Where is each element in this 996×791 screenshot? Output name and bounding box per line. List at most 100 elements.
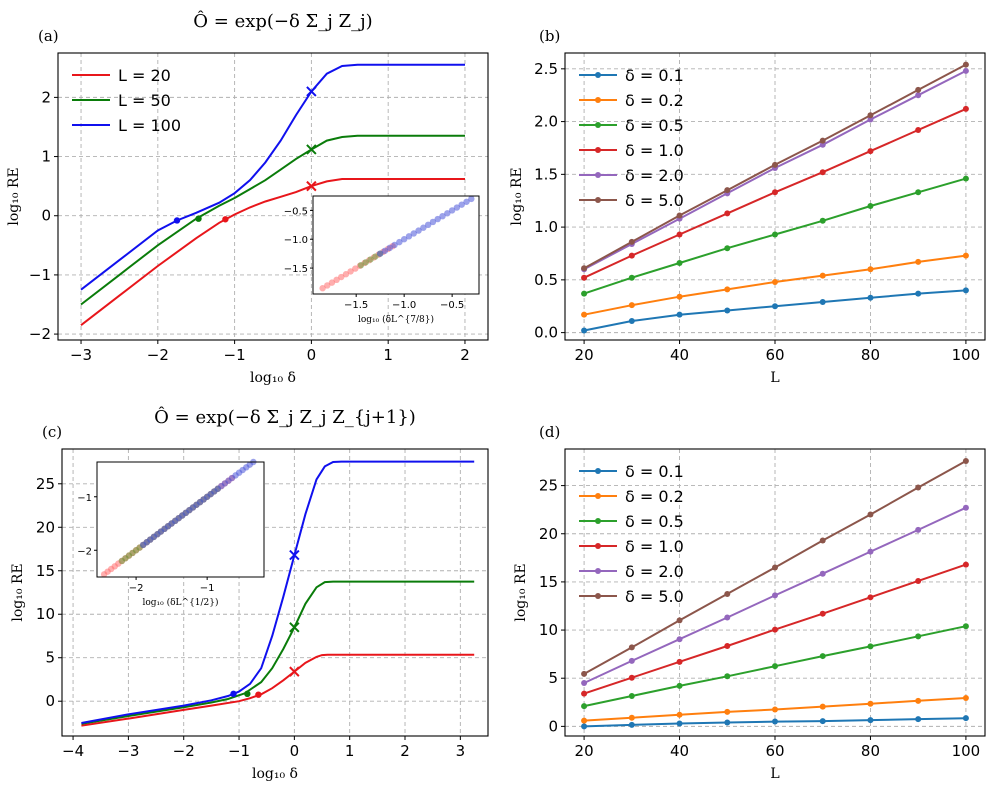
data-point (962, 67, 969, 74)
data-point (962, 694, 969, 701)
data-point (628, 644, 635, 651)
x-tick-label: 40 (670, 742, 689, 760)
x-tick-label: −2 (173, 742, 195, 760)
data-point (819, 169, 826, 176)
data-point (772, 663, 778, 670)
x-tick-label: −4 (62, 742, 84, 760)
data-point (819, 718, 826, 725)
y-tick-label: 25 (36, 475, 55, 493)
series-group (81, 460, 475, 727)
data-point (676, 711, 683, 718)
series-line (81, 460, 475, 724)
data-point (724, 614, 731, 621)
inset-x-tick-label: −2 (129, 583, 144, 594)
crossover-dot (255, 691, 262, 698)
inset-point (444, 210, 451, 217)
inset-point (381, 247, 389, 254)
inset-series-2 (139, 458, 257, 549)
inset-point (458, 201, 465, 208)
legend-marker (595, 147, 601, 153)
data-point (724, 210, 731, 217)
panel-title: Ô = exp(−δ Σ_j Z_j Z_{j+1}) (154, 405, 416, 428)
plot-frame (564, 52, 986, 341)
data-point (581, 723, 588, 730)
data-point (962, 287, 969, 294)
legend-marker (595, 72, 601, 78)
data-point (915, 92, 922, 99)
series-0 (581, 287, 969, 334)
x-tick-label: −1 (224, 346, 246, 364)
data-point (819, 272, 826, 279)
legend: δ = 0.1 δ = 0.2 δ = 0.5 δ = 1.0 δ = 2.0 δ = 5… (579, 66, 684, 210)
data-point (819, 537, 826, 544)
panel-c: −4 −3 −2 −1 0 1 2 3 0 5 10 15 20 25 −2 −1 −2 −1 log₁₀ (δL^… (10, 405, 489, 782)
x-tick-label: 80 (861, 742, 880, 760)
panel-label: (c) (42, 423, 62, 441)
data-point (628, 238, 635, 245)
inset-frame (312, 195, 480, 295)
x-tick-label: 60 (765, 742, 784, 760)
data-point (962, 61, 969, 68)
data-point (772, 161, 778, 168)
inset-y-tick-label: −1.0 (284, 235, 308, 246)
data-point (724, 187, 731, 194)
crossover-dot (173, 217, 181, 224)
legend-label: δ = 1.0 (625, 141, 684, 160)
x-tick-label: 3 (456, 742, 466, 760)
data-point (676, 293, 683, 300)
series-1 (80, 134, 465, 306)
inset-point (448, 207, 456, 214)
x-axis-label: L (770, 766, 779, 782)
data-point (867, 294, 874, 301)
data-point (962, 623, 969, 630)
y-tick-label: 0 (45, 692, 55, 710)
data-point (676, 311, 683, 318)
data-point (724, 590, 731, 597)
data-point (915, 716, 922, 723)
inset-point (420, 224, 427, 231)
plot-frame (61, 448, 489, 737)
x-tick-label: 60 (765, 346, 784, 364)
crossover-dot (222, 216, 229, 223)
panel-label: (b) (539, 27, 560, 45)
inset-point (362, 259, 369, 266)
series-group (80, 63, 465, 326)
data-point (581, 690, 588, 697)
data-point (819, 653, 826, 660)
data-point (819, 299, 826, 306)
series-2 (81, 460, 475, 724)
data-point (628, 721, 635, 728)
inset-x-tick-label: −1 (200, 583, 215, 594)
series-0 (80, 178, 465, 326)
y-axis-label: log₁₀ RE (10, 563, 26, 621)
data-point (962, 458, 969, 465)
cross-marker (289, 549, 300, 561)
cross-marker (306, 144, 317, 155)
y-tick-label: 20 (539, 525, 558, 543)
series-line (80, 178, 465, 326)
data-point (867, 112, 874, 119)
y-tick-label: 0.5 (534, 271, 558, 289)
x-axis-label: log₁₀ δ (250, 370, 296, 386)
panel-title: Ô = exp(−δ Σ_j Z_j) (193, 9, 372, 32)
legend-label: δ = 0.1 (625, 66, 684, 85)
legend-label: δ = 2.0 (625, 166, 684, 185)
crossover-dot (195, 215, 202, 222)
data-point (724, 673, 731, 680)
data-point (772, 278, 778, 285)
data-point (581, 680, 588, 687)
x-tick-label: 100 (952, 742, 981, 760)
x-tick-label: 0 (307, 346, 317, 364)
data-point (962, 561, 969, 568)
data-point (915, 484, 922, 491)
inset-y-tick-label: −1.5 (284, 264, 308, 275)
inset-point (372, 253, 379, 260)
y-tick-label: 1 (41, 148, 51, 166)
series-line (81, 580, 475, 725)
series-2 (581, 175, 969, 297)
inset-point (396, 238, 403, 246)
data-point (915, 526, 922, 533)
inset-point (415, 227, 422, 234)
legend-label: L = 20 (118, 66, 171, 85)
